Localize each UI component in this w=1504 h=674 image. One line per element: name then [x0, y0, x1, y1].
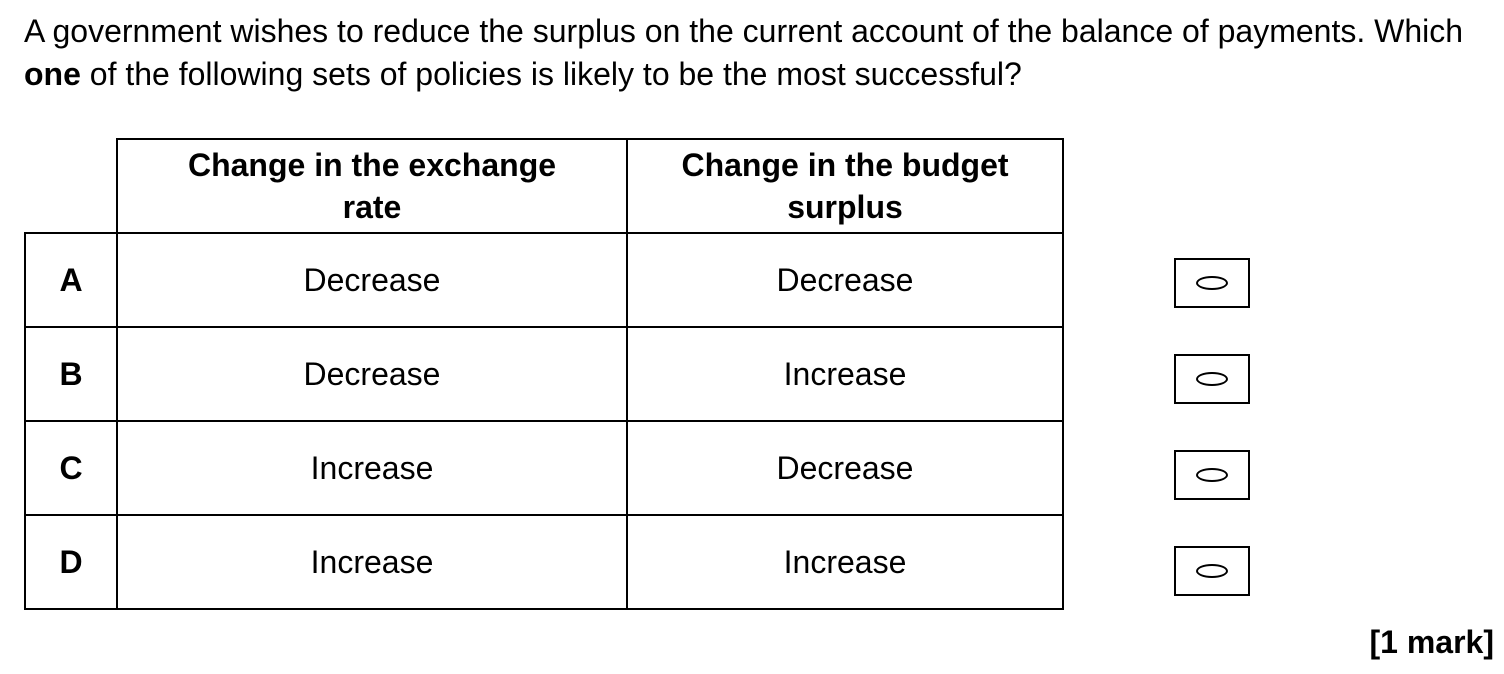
table-header-row: Change in the exchange rate Change in th…	[25, 138, 1064, 234]
budget-surplus-cell: Decrease	[626, 232, 1064, 328]
options-table: Change in the exchange rate Change in th…	[24, 138, 1064, 610]
header-exchange-rate: Change in the exchange rate	[116, 138, 628, 234]
oval-icon	[1196, 372, 1228, 386]
marks-label: [1 mark]	[1369, 624, 1495, 660]
answer-box-a[interactable]	[1174, 258, 1250, 308]
oval-icon	[1196, 468, 1228, 482]
question-emphasis: one	[24, 56, 81, 92]
budget-surplus-cell: Decrease	[626, 420, 1064, 516]
exchange-rate-cell: Decrease	[116, 232, 628, 328]
answer-box-c[interactable]	[1174, 450, 1250, 500]
question-text-after: of the following sets of policies is lik…	[80, 56, 1022, 92]
answer-box-b[interactable]	[1174, 354, 1250, 404]
answer-box-d[interactable]	[1174, 546, 1250, 596]
row-letter: B	[24, 326, 118, 422]
budget-surplus-cell: Increase	[626, 514, 1064, 610]
table-row: B Decrease Increase	[24, 326, 1064, 422]
oval-icon	[1196, 564, 1228, 578]
oval-icon	[1196, 276, 1228, 290]
budget-surplus-cell: Increase	[626, 326, 1064, 422]
table-row: D Increase Increase	[24, 514, 1064, 610]
row-letter: D	[24, 514, 118, 610]
question-text-before: A government wishes to reduce the surplu…	[24, 13, 1464, 49]
header-budget-surplus: Change in the budget surplus	[626, 138, 1064, 234]
exchange-rate-cell: Increase	[116, 514, 628, 610]
table-row: A Decrease Decrease	[24, 232, 1064, 328]
row-letter: A	[24, 232, 118, 328]
table-corner-cell	[25, 139, 118, 234]
table-row: C Increase Decrease	[24, 420, 1064, 516]
exchange-rate-cell: Decrease	[116, 326, 628, 422]
question-text: A government wishes to reduce the surplu…	[24, 10, 1484, 96]
row-letter: C	[24, 420, 118, 516]
exchange-rate-cell: Increase	[116, 420, 628, 516]
